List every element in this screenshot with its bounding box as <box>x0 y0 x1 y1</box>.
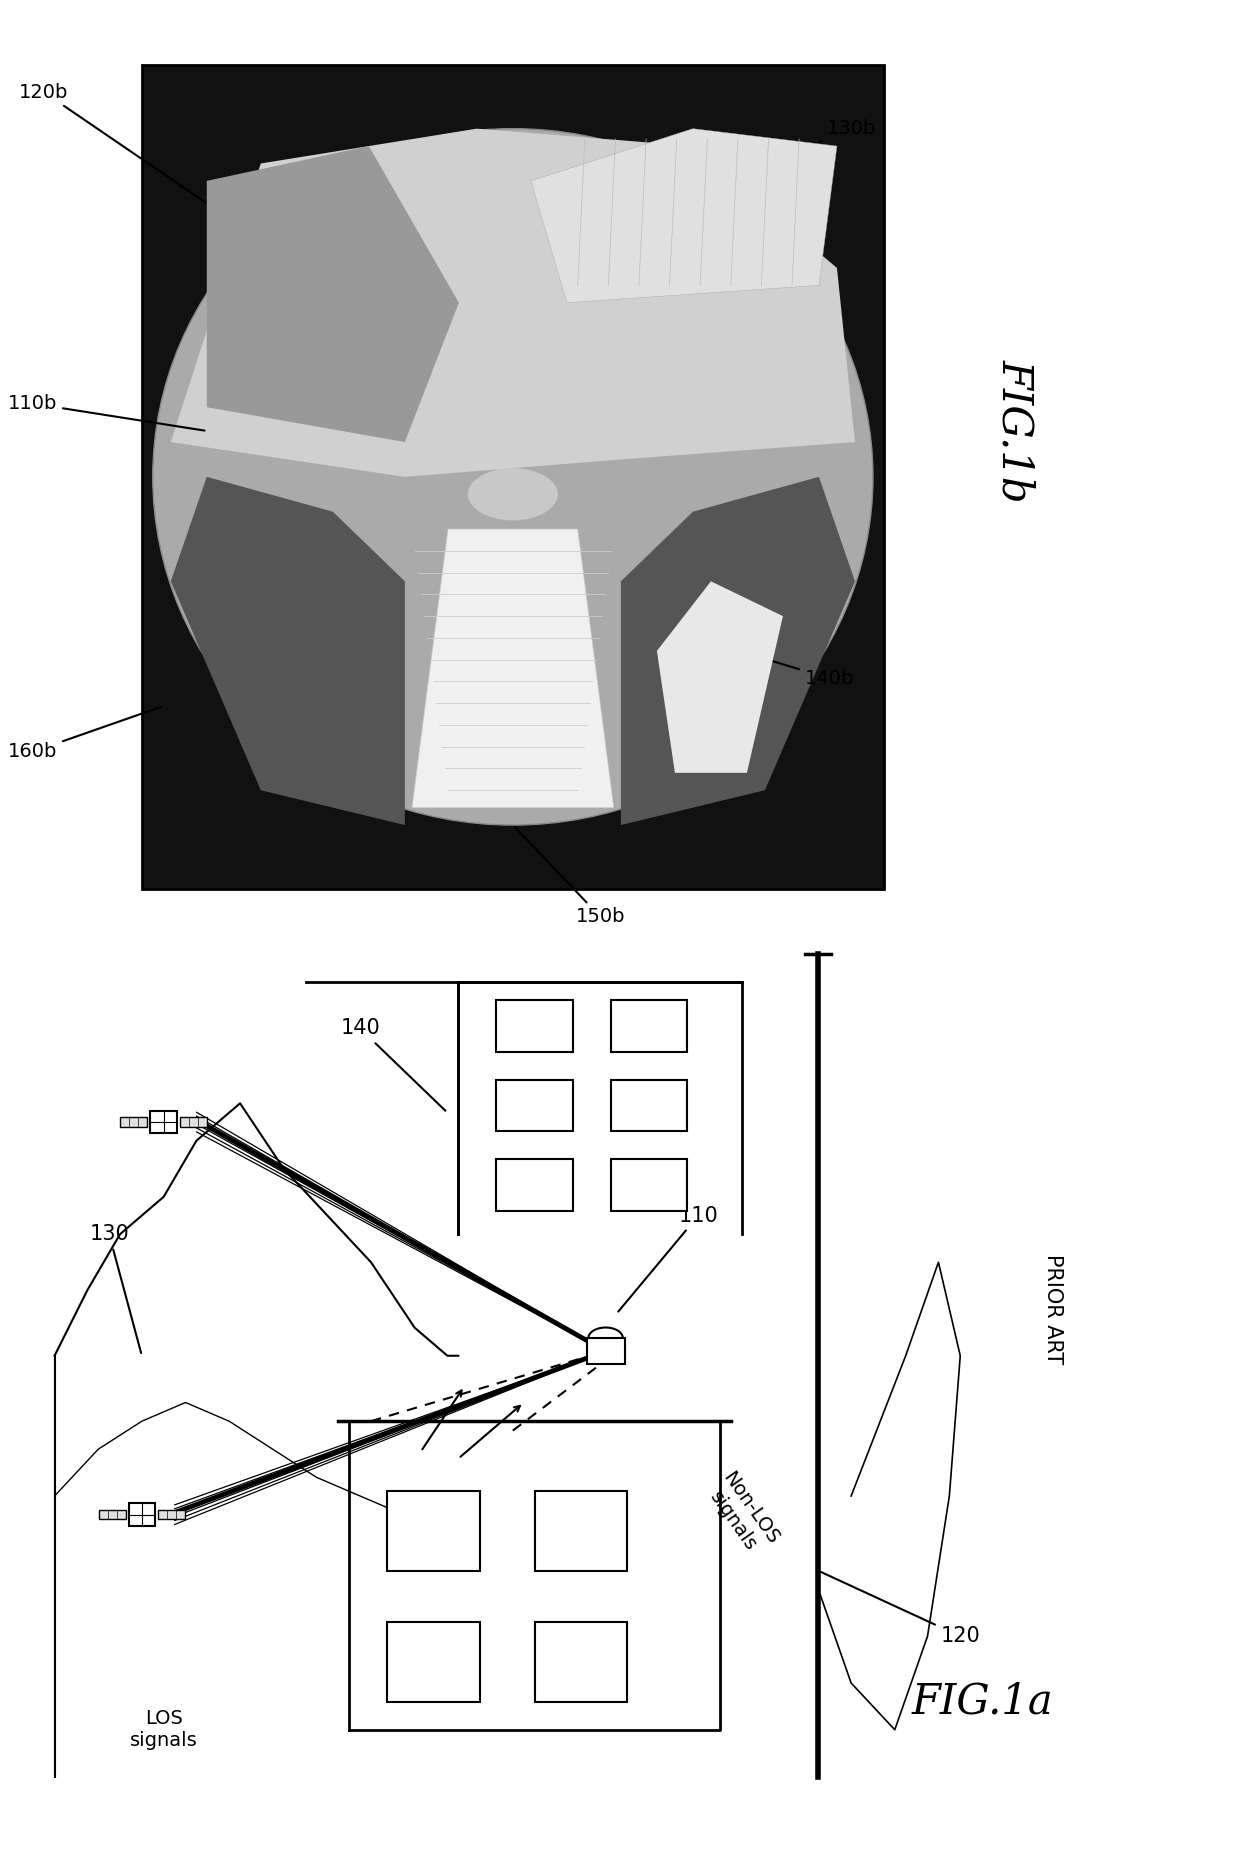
Bar <box>387 1621 480 1702</box>
Bar <box>120 1118 148 1126</box>
Text: 130: 130 <box>89 1225 141 1354</box>
Bar <box>180 1118 207 1126</box>
Bar <box>496 1081 573 1131</box>
Polygon shape <box>171 477 404 825</box>
Bar <box>99 1511 125 1518</box>
Polygon shape <box>207 146 459 441</box>
Text: 120b: 120b <box>19 82 216 209</box>
Polygon shape <box>531 129 837 303</box>
Bar <box>157 1511 185 1518</box>
Text: PRIOR ART: PRIOR ART <box>1043 1255 1063 1363</box>
Text: FIG.1b: FIG.1b <box>993 359 1035 503</box>
Text: LOS
signals: LOS signals <box>130 1709 197 1750</box>
Polygon shape <box>171 129 854 477</box>
Text: 110b: 110b <box>7 395 205 430</box>
Bar <box>611 1081 687 1131</box>
Text: 110: 110 <box>619 1206 718 1311</box>
Text: 130b: 130b <box>635 120 875 219</box>
Bar <box>496 1159 573 1212</box>
Text: 160b: 160b <box>7 707 161 761</box>
Polygon shape <box>657 582 782 772</box>
Text: 140: 140 <box>340 1019 445 1111</box>
Bar <box>150 1111 177 1133</box>
Text: 120: 120 <box>821 1573 980 1646</box>
Polygon shape <box>621 477 854 825</box>
Bar <box>534 1621 627 1702</box>
Bar <box>496 1000 573 1051</box>
Bar <box>611 1159 687 1212</box>
Text: 140b: 140b <box>712 643 854 688</box>
Polygon shape <box>412 529 614 808</box>
Bar <box>587 1337 625 1365</box>
Text: 150b: 150b <box>515 827 625 926</box>
Text: FIG.1a: FIG.1a <box>911 1681 1053 1722</box>
Text: Non-LOS
signals: Non-LOS signals <box>701 1468 782 1561</box>
Bar <box>129 1503 155 1526</box>
Ellipse shape <box>467 468 558 520</box>
Bar <box>387 1492 480 1571</box>
Bar <box>611 1000 687 1051</box>
Bar <box>534 1492 627 1571</box>
Ellipse shape <box>153 129 873 825</box>
Bar <box>141 64 884 888</box>
